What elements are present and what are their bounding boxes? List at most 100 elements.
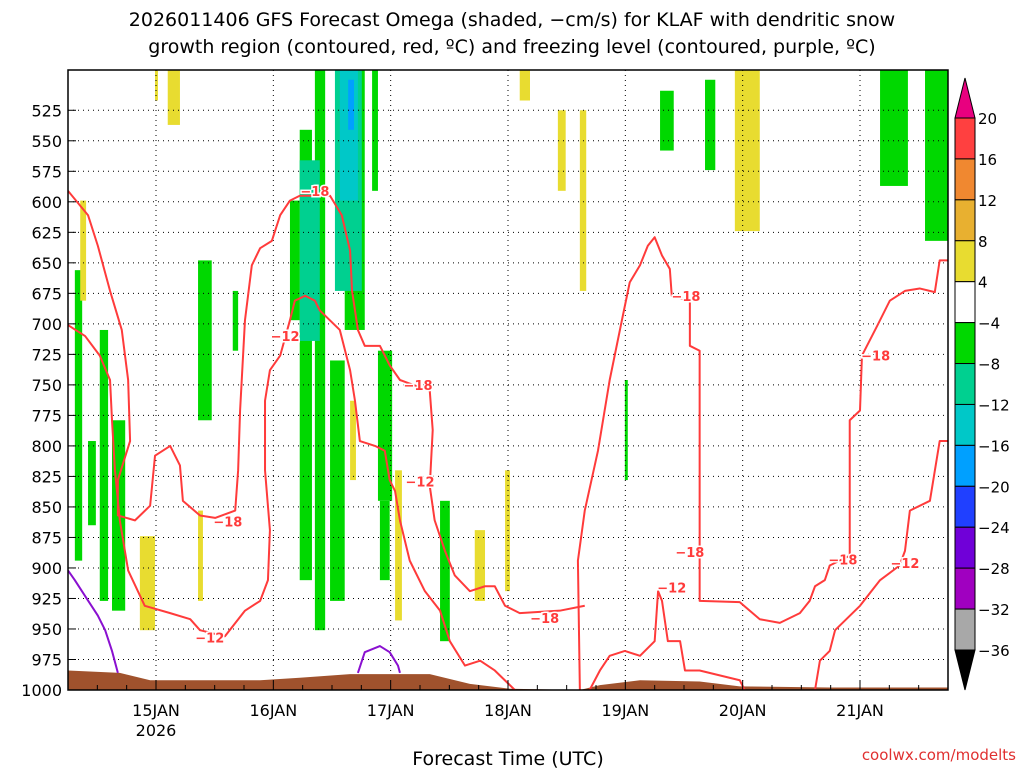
colorbar-swatch (954, 322, 976, 365)
dgz-contour-18 (68, 190, 585, 615)
x-tick-label: 20JAN (719, 701, 767, 720)
colorbar-swatch (954, 281, 976, 324)
colorbar-label: −32 (978, 601, 1010, 619)
chart-title-line-1: 2026011406 GFS Forecast Omega (shaded, −… (129, 9, 895, 31)
y-tick-label: 975 (31, 650, 62, 669)
contour-label: −12 (271, 330, 300, 345)
y-tick-label: 850 (31, 498, 62, 517)
contour-label: −12 (890, 557, 919, 572)
freezing-level-contour (356, 645, 401, 674)
y-tick-label: 875 (31, 528, 62, 547)
colorbar-label: −4 (978, 315, 1000, 333)
y-tick-label: 725 (31, 345, 62, 364)
contour-label: −18 (300, 185, 329, 200)
omega-cell (579, 110, 587, 291)
omega-cell (348, 79, 354, 130)
omega-cell (880, 70, 908, 186)
gridlines (68, 70, 948, 690)
colorbar-label: 12 (978, 192, 997, 210)
omega-cell (372, 70, 378, 191)
contour-label: −18 (861, 350, 890, 365)
y-tick-label: 675 (31, 284, 62, 303)
omega-cell (289, 200, 300, 321)
colorbar-label: −8 (978, 356, 1000, 374)
colorbar-label: −28 (978, 560, 1010, 578)
y-tick-label: 925 (31, 589, 62, 608)
omega-cell (350, 400, 356, 481)
omega-cell (624, 380, 628, 481)
omega-cell (440, 500, 450, 642)
contour-label: −18 (213, 516, 242, 531)
colorbar-swatch (954, 158, 976, 201)
colorbar-swatch (954, 240, 976, 283)
omega-cell (198, 510, 203, 601)
x-tick-sublabel: 2026 (136, 721, 177, 740)
freezing-level-contour (68, 569, 119, 674)
x-tick-label: 15JAN (132, 701, 180, 720)
omega-cell (705, 79, 716, 171)
colorbar-label: −24 (978, 519, 1010, 537)
omega-cell (232, 290, 239, 351)
y-tick-label: 950 (31, 620, 62, 639)
terrain-layer (68, 670, 948, 690)
omega-cell (557, 110, 566, 191)
colorbar-label: −16 (978, 437, 1010, 455)
colorbar-swatch (954, 117, 976, 160)
omega-cell (167, 70, 180, 125)
dgz-contour-12 (814, 440, 948, 690)
colorbar-swatch (954, 567, 976, 610)
colorbar-label: 4 (978, 274, 988, 292)
colorbar: 20 16 12 8 4 −4 −8 −12 −16 −20 −24 −28 −32 −36 (954, 77, 1010, 691)
y-tick-label: 900 (31, 559, 62, 578)
omega-cell (314, 70, 326, 631)
omega-cell (377, 350, 393, 501)
y-tick-label: 775 (31, 406, 62, 425)
contour-label: −12 (657, 581, 686, 596)
colorbar-label: 20 (978, 110, 997, 128)
colorbar-swatch (954, 444, 976, 487)
colorbar-swatch (954, 608, 976, 651)
colorbar-label: −20 (978, 478, 1010, 496)
contour-label: −12 (406, 475, 435, 490)
y-tick-label: 525 (31, 101, 62, 120)
dgz-contour-12 (588, 590, 746, 690)
omega-cell (80, 200, 87, 301)
y-tick-label: 1000 (21, 681, 62, 700)
y-tick-label: 600 (31, 193, 62, 212)
omega-cell (88, 441, 96, 526)
omega-cell (734, 70, 760, 232)
contour-label: −18 (404, 379, 433, 394)
colorbar-label: −36 (978, 642, 1010, 660)
y-tick-label: 800 (31, 437, 62, 456)
chart-title-line-2: growth region (contoured, red, ºC) and f… (148, 36, 875, 58)
omega-cell (379, 500, 390, 581)
omega-cell (198, 260, 212, 421)
y-tick-label: 700 (31, 315, 62, 334)
omega-cell (139, 536, 156, 631)
x-tick-label: 19JAN (601, 701, 649, 720)
y-tick-label: 625 (31, 223, 62, 242)
contour-label: −18 (828, 553, 857, 568)
contour-labels: −18 −18 −18 −18 −18 −18 −18 −18 −12 −12 −12 −12 −12 (194, 183, 921, 648)
contour-lines (68, 190, 948, 690)
y-tick-label: 750 (31, 376, 62, 395)
y-tick-label: 550 (31, 132, 62, 151)
colorbar-swatch (954, 403, 976, 446)
x-tick-label: 17JAN (367, 701, 415, 720)
colorbar-swatch (954, 363, 976, 405)
colorbar-swatch (954, 526, 976, 569)
contour-label: −18 (530, 612, 559, 627)
omega-shading (74, 70, 948, 642)
contour-label: −12 (195, 632, 224, 647)
colorbar-swatch (954, 485, 976, 528)
omega-cell (474, 530, 486, 601)
omega-cell (395, 470, 402, 621)
x-axis-label: Forecast Time (UTC) (412, 748, 603, 768)
colorbar-label: 16 (978, 151, 997, 169)
x-tick-label: 16JAN (249, 701, 297, 720)
y-tick-label: 650 (31, 254, 62, 273)
y-tick-label: 575 (31, 162, 62, 181)
omega-cell (330, 360, 345, 601)
